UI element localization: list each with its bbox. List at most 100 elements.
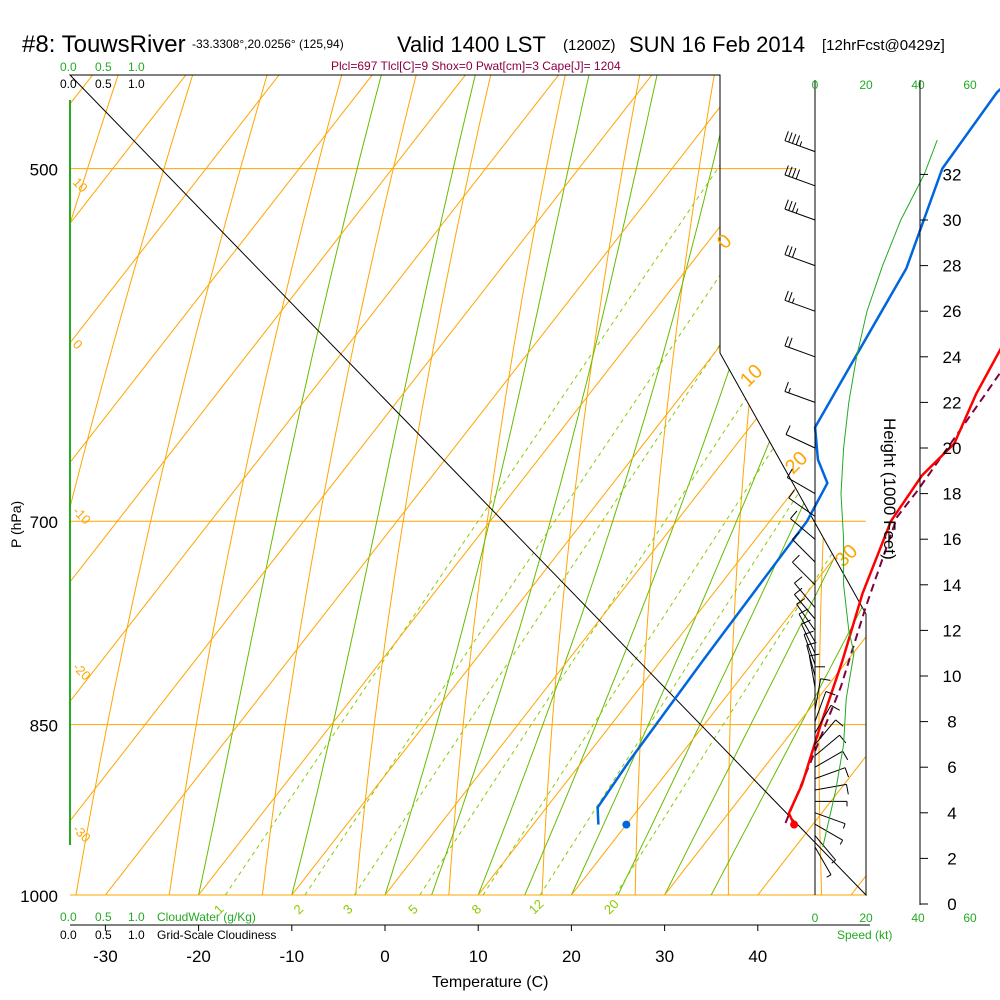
barb-shaft xyxy=(784,391,816,403)
barb-shaft xyxy=(814,812,846,825)
x-tick--20: -20 xyxy=(186,947,211,966)
barb-shaft xyxy=(784,254,816,267)
barb-half-flag xyxy=(826,874,832,878)
barb-flag xyxy=(794,576,803,584)
height-tick-26: 26 xyxy=(943,302,962,321)
barb-flag xyxy=(792,531,800,540)
barb-shaft xyxy=(814,846,832,875)
barb-shaft xyxy=(814,705,832,734)
barb-shaft xyxy=(794,582,816,608)
barb-shaft xyxy=(814,734,840,757)
isotherm-label-1: 10 xyxy=(736,360,767,391)
barb-shaft xyxy=(801,623,816,654)
mixing-ratio-label-5: 5 xyxy=(405,901,421,917)
moist-adiabat-30 xyxy=(664,75,866,895)
adiabat-label-0: 10 xyxy=(70,175,91,196)
wind-barb-3 xyxy=(814,812,846,829)
x-tick--10: -10 xyxy=(280,947,305,966)
moist-adiabat-lines xyxy=(198,75,866,895)
dry-adiabat-270 xyxy=(350,75,680,895)
adiabat-label-1: 0 xyxy=(70,337,86,353)
wind-barb-20 xyxy=(794,587,816,620)
wind-barb-23 xyxy=(792,531,816,563)
x-tick--30: -30 xyxy=(93,947,118,966)
station-title: #8: TouwsRiver xyxy=(22,31,186,58)
barb-flag xyxy=(788,166,793,177)
height-tick-30: 30 xyxy=(943,211,962,230)
barb-flag xyxy=(784,131,789,141)
cloud-top2-label-2: 1.0 xyxy=(128,77,145,91)
barb-flag xyxy=(839,734,847,744)
height-tick-16: 16 xyxy=(943,530,962,549)
cloud-top2-label-1: 0.5 xyxy=(95,77,112,91)
wind-barbs xyxy=(784,131,849,878)
height-axis-title: Height (1000 Feet) xyxy=(880,418,899,560)
cloud-top2-label-0: 0.0 xyxy=(60,77,77,91)
moist-adiabat-0 xyxy=(384,75,753,895)
wind-barb-32 xyxy=(784,199,816,221)
wind-barb-7 xyxy=(814,750,849,768)
barb-flag xyxy=(788,132,793,143)
wind-barb-22 xyxy=(792,554,816,586)
valid-time: Valid 1400 LST xyxy=(397,32,546,57)
wind-barb-17 xyxy=(801,619,816,654)
barb-flag xyxy=(835,719,844,727)
barb-flag xyxy=(795,135,801,145)
barb-flag xyxy=(830,704,840,711)
adiabat-label-2: -10 xyxy=(70,504,94,528)
dry-adiabat-220 xyxy=(70,75,370,895)
barb-shaft xyxy=(785,434,816,449)
barb-shaft xyxy=(806,644,816,677)
barb-flag xyxy=(806,642,817,646)
wind-barb-0 xyxy=(814,846,832,878)
wind-barb-24 xyxy=(790,510,816,540)
height-tick-32: 32 xyxy=(943,165,962,184)
moist-adiabat--10 xyxy=(291,75,655,895)
barb-flag xyxy=(798,608,808,615)
barb-shaft xyxy=(796,603,816,631)
parcel-line xyxy=(783,371,1000,825)
height-tick-20: 20 xyxy=(943,439,962,458)
barb-shaft xyxy=(784,174,816,187)
height-tick-28: 28 xyxy=(943,257,962,276)
adiabat-label-3: -20 xyxy=(70,660,94,684)
barb-shaft xyxy=(803,634,816,665)
barb-flag xyxy=(786,468,793,478)
barb-flag xyxy=(788,200,793,211)
cloud-bottom2-label-2: 1.0 xyxy=(128,928,145,942)
isotherm--90 xyxy=(70,75,680,895)
wind-barb-1 xyxy=(814,835,836,864)
wind-barb-10 xyxy=(814,704,840,734)
speed-bottom-tick-0: 0 xyxy=(812,911,819,925)
moist-adiabat-35 xyxy=(710,75,866,895)
barb-flag xyxy=(791,247,797,258)
isotherm-10 xyxy=(477,75,866,895)
isotherm-label-2: 20 xyxy=(781,447,812,478)
isotherm-label-0: 0 xyxy=(713,230,736,253)
dry-adiabat-230 xyxy=(70,75,432,895)
wind-barb-25 xyxy=(788,489,816,517)
height-tick-12: 12 xyxy=(943,621,962,640)
barb-flag xyxy=(825,691,836,696)
moist-adiabat--20 xyxy=(198,75,576,895)
barb-flag xyxy=(794,587,803,595)
speed-top-tick-40: 40 xyxy=(911,78,925,92)
isotherm--40 xyxy=(70,75,866,895)
cloud-top-label-0: 0.0 xyxy=(60,60,77,74)
cloud-bottom2-label-1: 0.5 xyxy=(95,928,112,942)
wind-barb-9 xyxy=(814,719,844,745)
isotherm--60 xyxy=(70,75,866,895)
y-axis-title: P (hPa) xyxy=(8,501,24,548)
barb-flag xyxy=(784,165,789,176)
barb-shaft xyxy=(787,477,816,495)
barb-flag xyxy=(784,245,789,255)
dry-adiabat-280 xyxy=(445,75,742,895)
barb-half-flag xyxy=(831,859,836,864)
valid-date: SUN 16 Feb 2014 xyxy=(629,32,805,57)
height-tick-4: 4 xyxy=(947,804,956,823)
barb-shaft xyxy=(814,767,846,780)
wind-barb-27 xyxy=(785,425,816,449)
dry-adiabat-300 xyxy=(634,75,866,895)
barb-shaft xyxy=(790,518,816,540)
